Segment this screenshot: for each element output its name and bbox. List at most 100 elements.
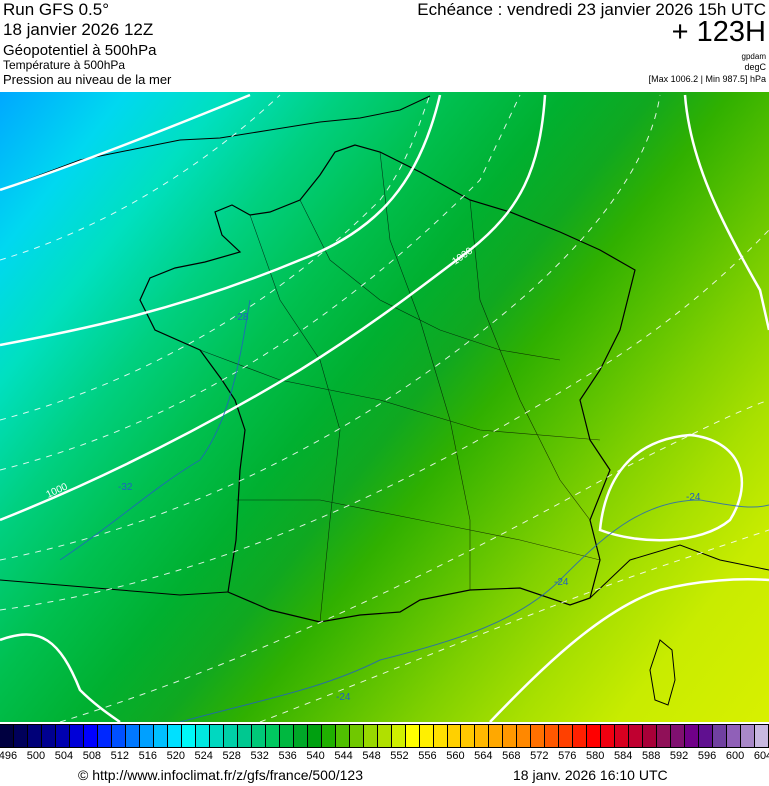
field-geopotential: Géopotentiel à 500hPa [3,42,157,59]
color-scale-cell [69,725,84,747]
isotherm-label: -32 [118,482,133,493]
source-url[interactable]: © http://www.infoclimat.fr/z/gfs/france/… [78,767,363,783]
color-scale-label: 504 [54,750,74,762]
color-scale-cell [41,725,56,747]
isotherm-label: -24 [686,492,701,503]
color-scale-cell [251,725,266,747]
color-scale-cell [489,725,504,747]
color-scale-cell [461,725,476,747]
color-scale-cell [741,725,756,747]
region-borders [199,151,601,623]
color-scale-label: 560 [446,750,465,762]
color-scale-cell [643,725,658,747]
field-pressure: Pression au niveau de la mer [3,72,172,87]
weather-map: 1000 1000 -32 -28 -24 -24 -24 [0,92,769,722]
color-scale-cell [349,725,364,747]
color-scale-label: 532 [250,750,269,762]
color-scale-label: 552 [390,750,409,762]
color-scale-label: 540 [306,750,325,762]
france-outline [139,144,636,623]
color-scale-label: 588 [641,750,661,762]
color-scale-cell [83,725,98,747]
color-scale-cell [629,725,644,747]
unit-gpdam: gpdam [741,52,766,61]
color-scale-cell [167,725,182,747]
color-scale-cell [223,725,238,747]
color-scale-cell [181,725,196,747]
isobars [0,93,769,722]
color-scale-cell [405,725,420,747]
isotherm-label: -24 [336,692,351,703]
unit-degc: degC [744,62,766,72]
color-scale-cell [377,725,392,747]
color-scale-cell [125,725,140,747]
isotherms [59,299,769,722]
color-scale-cell [209,725,224,747]
color-scale-cell [475,725,490,747]
pressure-range: [Max 1006.2 | Min 987.5] hPa [648,74,766,84]
color-scale-label: 564 [474,750,493,762]
color-scale-cell [517,725,532,747]
color-scale-cell [13,725,28,747]
color-scale-cell [237,725,252,747]
color-scale-cell [727,725,742,747]
color-scale-label: 496 [0,750,18,762]
color-scale-labels: 496 500 504 508 512 516 520 524 528 532 536 540 544 5… [0,750,769,762]
color-scale-cell [601,725,616,747]
color-scale-label: 604 [753,750,769,762]
spain-coast [0,579,229,596]
isotherm-label: -28 [234,312,249,323]
color-scale-label: 536 [278,750,297,762]
color-scale-cell [153,725,168,747]
color-scale-label: 568 [502,750,521,762]
color-scale-label: 596 [697,750,717,762]
color-scale-label: 576 [558,750,577,762]
color-scale-cell [503,725,518,747]
color-scale-cell [699,725,714,747]
color-scale-cell [559,725,574,747]
color-scale-label: 592 [669,750,689,762]
color-scale-cell [195,725,210,747]
color-scale-label: 528 [222,750,241,762]
color-scale-cell [433,725,448,747]
color-scale-cell [307,725,322,747]
color-scale-label: 556 [418,750,437,762]
color-scale-cell [531,725,546,747]
color-scale-cell [265,725,280,747]
color-scale-cell [139,725,154,747]
color-scale-cell [685,725,700,747]
color-scale-cell [0,725,14,747]
color-scale-label: 584 [614,750,633,762]
color-scale-cell [755,725,769,747]
color-scale-cell [657,725,672,747]
color-scale-label: 516 [138,750,157,762]
color-scale-cell [293,725,308,747]
color-scale-cell [321,725,336,747]
color-scale-cell [447,725,462,747]
color-scale-label: 524 [194,750,213,762]
color-scale-cell [419,725,434,747]
color-scale-label: 548 [362,750,381,762]
color-scale-label: 520 [166,750,185,762]
color-scale-label: 508 [82,750,102,762]
color-scale-cell [363,725,378,747]
echeance: Echéance : vendredi 23 janvier 2026 15h … [417,0,766,19]
color-scale-label: 580 [586,750,605,762]
geopotential-contours [0,94,769,722]
generated-time: 18 janv. 2026 16:10 UTC [513,767,668,783]
color-scale-label: 500 [26,750,46,762]
color-scale-cell [335,725,350,747]
color-scale-cell [573,725,588,747]
corsica-outline [649,639,676,706]
color-scale [0,724,769,748]
color-scale-label: 572 [530,750,549,762]
color-scale-label: 600 [725,750,745,762]
field-temperature: Température à 500hPa [3,58,126,72]
map-overlay: 1000 1000 -32 -28 -24 -24 -24 [0,93,769,722]
color-scale-label: 512 [110,750,130,762]
color-scale-cell [713,725,728,747]
color-scale-cell [111,725,126,747]
color-scale-label: 544 [334,750,353,762]
color-scale-cell [587,725,602,747]
italy-coast [589,544,769,599]
